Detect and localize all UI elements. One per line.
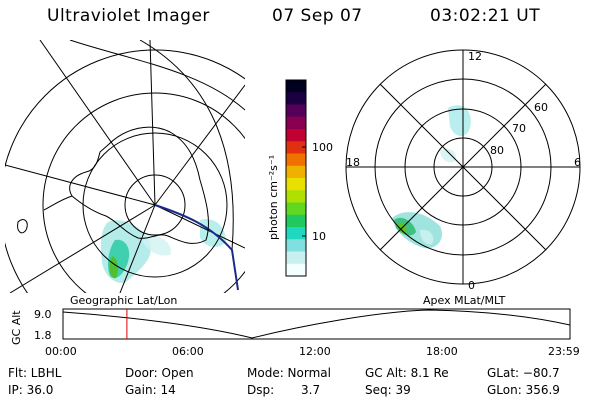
colorbar-band: [286, 251, 306, 265]
mlt-12-label: 12: [468, 50, 482, 63]
timeline-xtick-0000: 00:00: [45, 345, 77, 358]
colorbar-band: [286, 116, 306, 130]
timeline-xtick-1200: 12:00: [299, 345, 331, 358]
mlt-6-label: 6: [574, 156, 581, 169]
apex-label: Apex MLat/MLT: [423, 294, 506, 307]
mlat-60-label: 60: [534, 101, 548, 114]
timeline-xtick-1800: 18:00: [426, 345, 458, 358]
colorbar-band: [286, 214, 306, 228]
orbit-timeline: 9.0 1.8 GC Alt 00:00 06:00 12:00 18:00 2…: [10, 308, 580, 358]
mlt-0-label: 0: [468, 279, 475, 292]
image-title: Ultraviolet Imager: [47, 6, 210, 26]
gain-value: Gain: 14: [125, 383, 176, 397]
glat-value: GLat: −80.7: [487, 366, 560, 380]
seq-value: Seq: 39: [365, 383, 411, 397]
dsp-label: Dsp:: [247, 383, 275, 397]
colorbar-tick-100: 100: [312, 141, 333, 154]
glon-value: GLon: 356.9: [487, 383, 560, 397]
timeline-xtick-2359: 23:59: [548, 345, 580, 358]
colorbar-band: [286, 153, 306, 167]
timeline-ytick-1-8: 1.8: [34, 329, 52, 342]
timeline-ytick-9: 9.0: [34, 308, 52, 321]
image-time: 03:02:21 UT: [430, 6, 541, 26]
colorbar-label: photon cm⁻²s⁻¹: [267, 155, 280, 240]
mlt-18-label: 18: [346, 156, 360, 169]
mlat-70-label: 70: [512, 122, 526, 135]
colorbar-band: [286, 80, 306, 93]
ip-value: IP: 36.0: [8, 383, 54, 397]
filter-value: Flt: LBHL: [8, 366, 62, 380]
colorbar-band: [286, 92, 306, 105]
colorbar-band: [286, 165, 306, 179]
colorbar-band: [286, 239, 306, 252]
colorbar-frame: [285, 79, 307, 277]
gc-alt-value: GC Alt: 8.1 Re: [365, 366, 449, 380]
timeline-ylabel: GC Alt: [10, 310, 23, 345]
colorbar-band: [286, 202, 306, 216]
geographic-label: Geographic Lat/Lon: [70, 294, 177, 307]
colorbar-band: [286, 104, 306, 118]
apex-map: 12 18 6 0 60 70 80: [345, 49, 581, 292]
colorbar-band: [286, 190, 306, 203]
timeline-xtick-0600: 06:00: [172, 345, 204, 358]
image-date: 07 Sep 07: [272, 6, 363, 26]
colorbar-band: [286, 263, 306, 277]
mode-value: Mode: Normal: [247, 366, 331, 380]
colorbar-tick-10: 10: [312, 230, 326, 243]
colorbar-band: [286, 178, 306, 191]
geographic-map: [5, 40, 245, 293]
color-bar: [285, 79, 307, 277]
colorbar-band: [286, 227, 306, 240]
door-status: Door: Open: [125, 366, 194, 380]
mlat-80-label: 80: [490, 144, 504, 157]
dsp-value: 3.7: [301, 383, 321, 397]
colorbar-band: [286, 129, 306, 142]
colorbar-band: [286, 141, 306, 154]
